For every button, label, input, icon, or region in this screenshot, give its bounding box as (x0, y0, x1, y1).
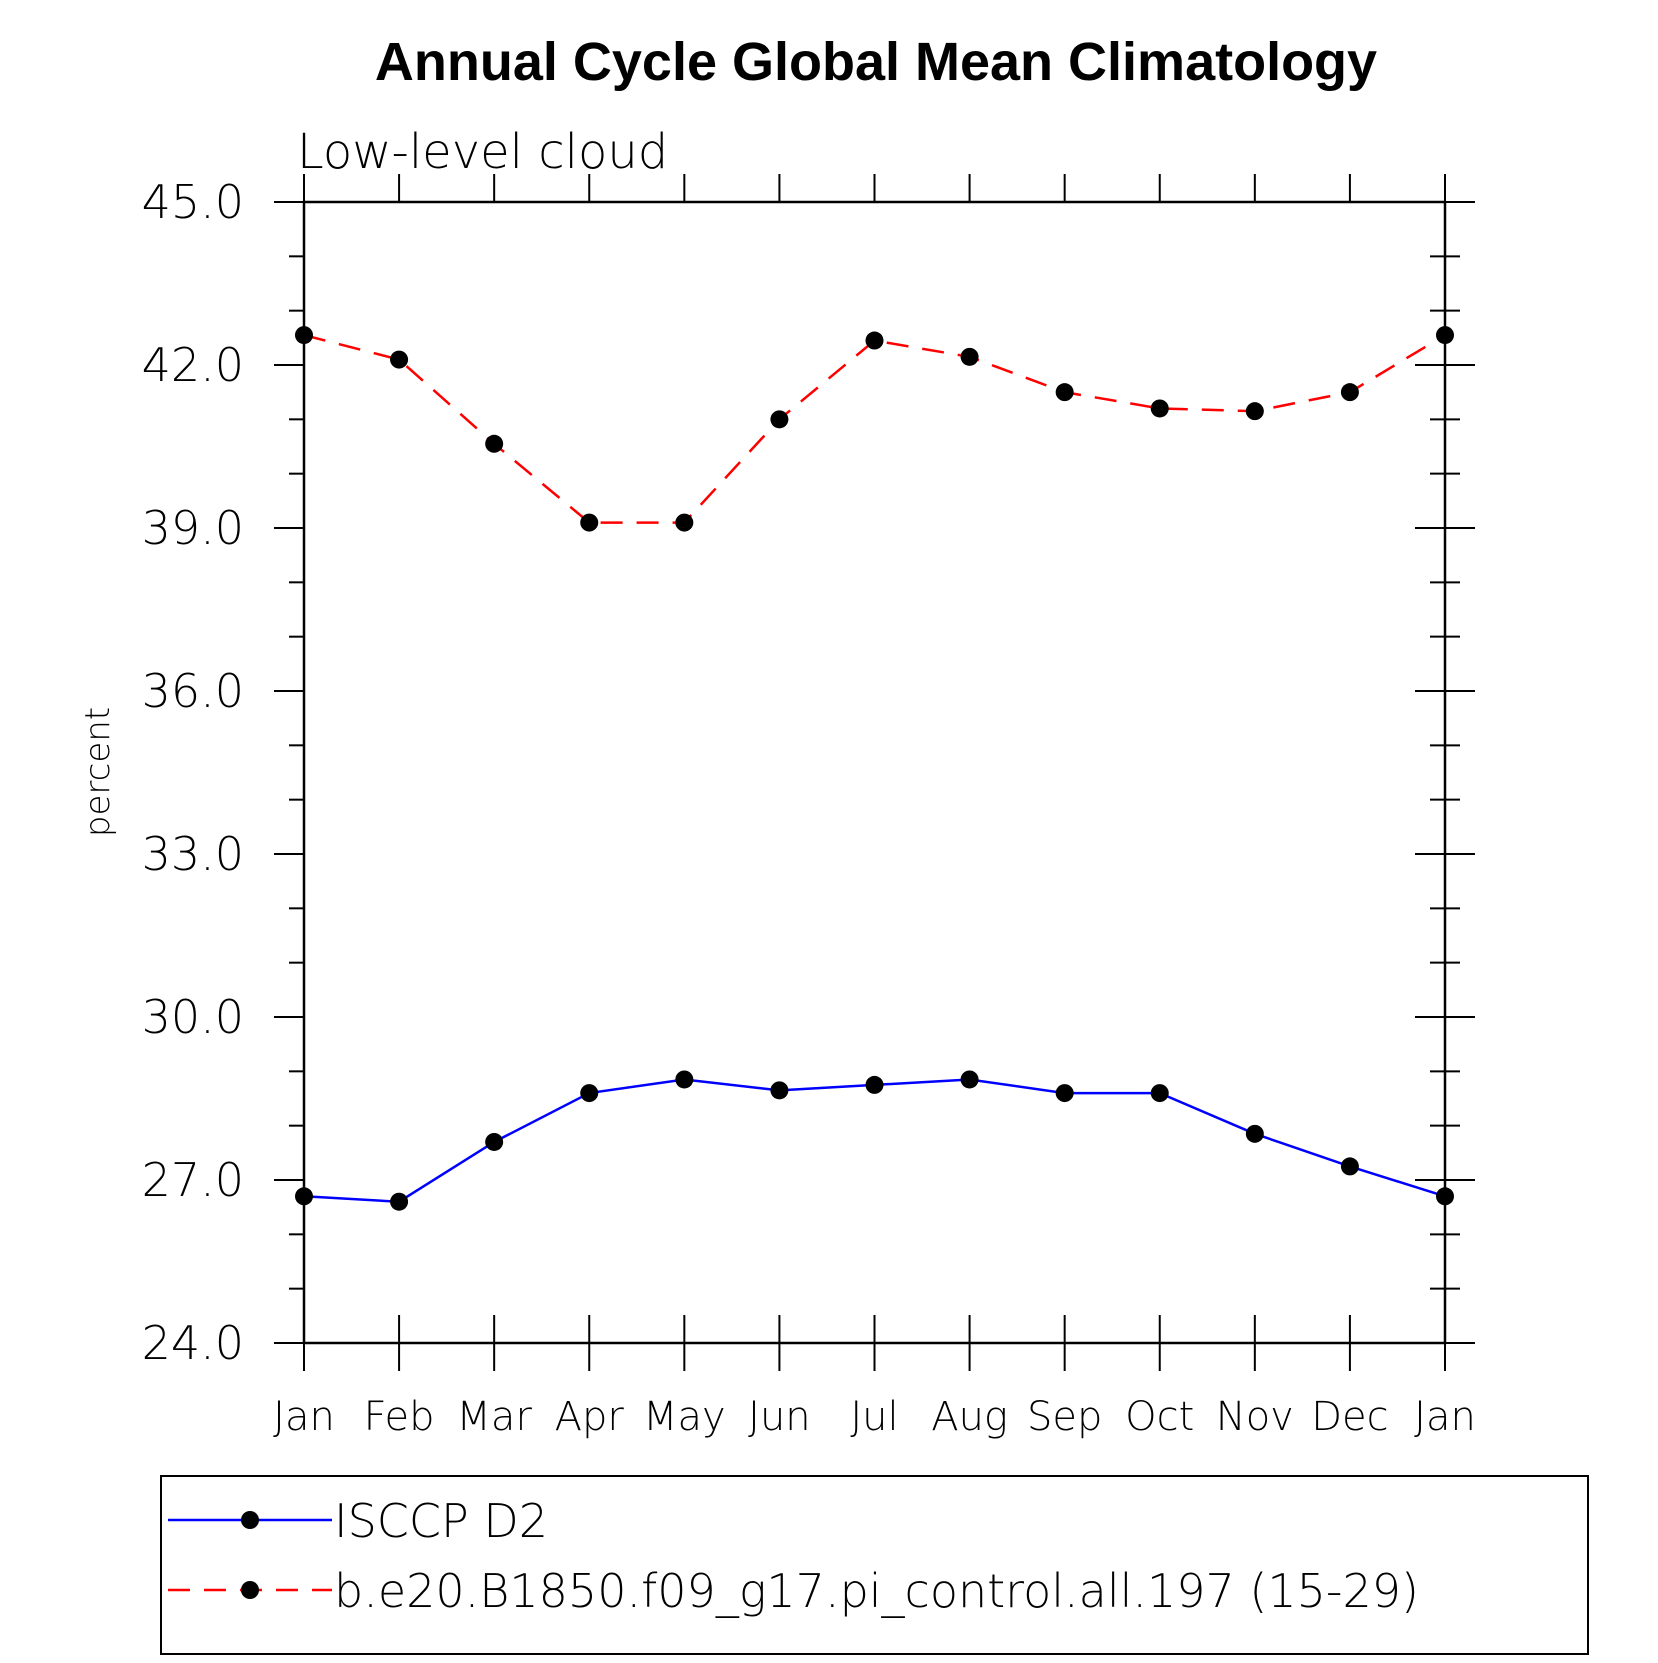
x-tick-label: Aug (931, 1394, 1008, 1440)
x-tick-label: Jan (273, 1394, 335, 1440)
y-tick-label: 42.0 (142, 338, 244, 392)
legend-box (160, 1475, 1589, 1655)
x-tick-label: Jan (1414, 1394, 1476, 1440)
series-1-point (1055, 383, 1074, 402)
series-1-point (485, 434, 504, 453)
series-1-point (1340, 383, 1359, 402)
legend-marker-0 (241, 1511, 259, 1529)
legend-label-1: b.e20.B1850.f09_g17.pi_control.all.197 (… (334, 1564, 1419, 1618)
y-tick-label: 33.0 (142, 827, 244, 881)
x-tick-label: Apr (555, 1394, 625, 1440)
y-tick-label: 27.0 (142, 1153, 244, 1207)
series-line-1 (303, 333, 1446, 524)
series-1-point (295, 326, 313, 345)
series-0-point (770, 1081, 789, 1100)
series-0-point (390, 1192, 409, 1211)
x-tick-label: Feb (364, 1394, 435, 1440)
x-tick-label: Mar (456, 1394, 532, 1440)
series-0-point (1055, 1084, 1074, 1103)
chart-subtitle: Low-level cloud (297, 124, 668, 180)
series-group (295, 326, 1454, 1211)
x-tick-label: Dec (1311, 1394, 1388, 1440)
legend: ISCCP D2 b.e20.B1850.f09_g17.pi_control.a… (160, 1475, 1589, 1655)
x-tick-label: Jun (748, 1394, 811, 1440)
series-0-point (960, 1070, 979, 1089)
series-1-point (770, 410, 789, 429)
series-0-point (1150, 1084, 1169, 1103)
y-tick-label: 36.0 (142, 664, 244, 718)
series-0-point (1436, 1187, 1454, 1206)
series-1-point (960, 347, 979, 366)
y-tick-label: 30.0 (142, 990, 244, 1044)
series-1-point (1245, 402, 1264, 421)
series-line-0 (303, 1078, 1446, 1204)
x-tick-label: Oct (1125, 1394, 1194, 1440)
series-0-point (1340, 1157, 1359, 1176)
series-0-point (295, 1187, 313, 1206)
series-1-point (1436, 326, 1454, 345)
y-tick-label: 45.0 (142, 175, 244, 229)
y-tick-label: 39.0 (142, 501, 244, 555)
y-axis-label: percent (78, 707, 118, 837)
legend-label-0: ISCCP D2 (334, 1494, 548, 1548)
series-0-point (1245, 1124, 1264, 1143)
y-tick-label: 24.0 (142, 1316, 244, 1370)
series-1-point (865, 331, 884, 350)
chart-title: Annual Cycle Global Mean Climatology (375, 32, 1377, 92)
x-tick-label: Nov (1216, 1394, 1294, 1440)
series-0-point (485, 1132, 504, 1151)
series-1-point (675, 513, 694, 532)
series-1-point (390, 350, 409, 369)
series-1-point (1150, 399, 1169, 418)
x-tick-label: Jul (850, 1394, 898, 1440)
series-0-point (580, 1084, 599, 1103)
plot-frame (302, 200, 1447, 1345)
x-tick-label: Sep (1027, 1394, 1102, 1440)
series-0-point (675, 1070, 694, 1089)
x-tick-label: May (643, 1394, 726, 1440)
axes: 24.0 27.0 30.0 33.0 36.0 39.0 42.0 45.0 Jan Feb Ma… (78, 174, 1476, 1440)
series-1-point (580, 513, 599, 532)
legend-marker-1 (241, 1581, 259, 1599)
series-0-point (865, 1075, 884, 1094)
